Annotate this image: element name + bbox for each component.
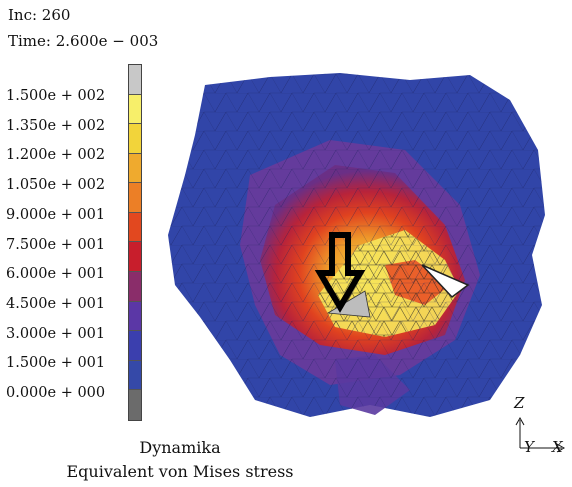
legend-swatch — [129, 212, 141, 243]
legend-swatch — [129, 301, 141, 332]
time-label: Time: 2.600e − 003 — [8, 32, 159, 50]
legend-label: 1.500e + 002 — [6, 88, 106, 104]
legend-label: 6.000e + 001 — [6, 266, 106, 283]
legend-label: 1.050e + 002 — [6, 177, 106, 194]
legend-label: 3.000e + 001 — [6, 325, 106, 342]
legend-swatch — [129, 390, 141, 420]
legend-swatch — [129, 153, 141, 184]
legend-label: 1.200e + 002 — [6, 147, 106, 164]
legend-swatch — [129, 331, 141, 361]
legend-label: 4.500e + 001 — [6, 295, 106, 312]
axis-triad-icon — [515, 416, 566, 453]
legend-label: 1.500e + 001 — [6, 355, 106, 372]
axis-x-label: X — [552, 438, 563, 456]
legend-swatch — [129, 124, 141, 154]
legend-swatch — [129, 94, 141, 125]
stress-mesh-render — [168, 73, 545, 417]
legend-swatch — [129, 272, 141, 302]
legend-swatch — [129, 242, 141, 273]
legend-swatch — [129, 183, 141, 213]
axis-y-label: Y — [524, 438, 534, 456]
legend-swatch — [129, 65, 141, 95]
legend-swatch — [129, 360, 141, 391]
grey-element — [326, 290, 371, 318]
white-triangle-marker — [421, 264, 470, 299]
down-arrow-icon — [314, 232, 366, 313]
color-legend-bar — [128, 64, 142, 421]
legend-label: 0.000e + 000 — [6, 385, 106, 401]
axis-z-label: Z — [514, 394, 525, 412]
legend-label: 7.500e + 001 — [6, 236, 106, 253]
caption-title: Dynamika — [139, 438, 221, 457]
increment-label: Inc: 260 — [8, 6, 71, 24]
legend-label: 1.350e + 002 — [6, 117, 106, 134]
caption-subtitle: Equivalent von Mises stress — [66, 462, 294, 481]
legend-label: 9.000e + 001 — [6, 206, 106, 223]
